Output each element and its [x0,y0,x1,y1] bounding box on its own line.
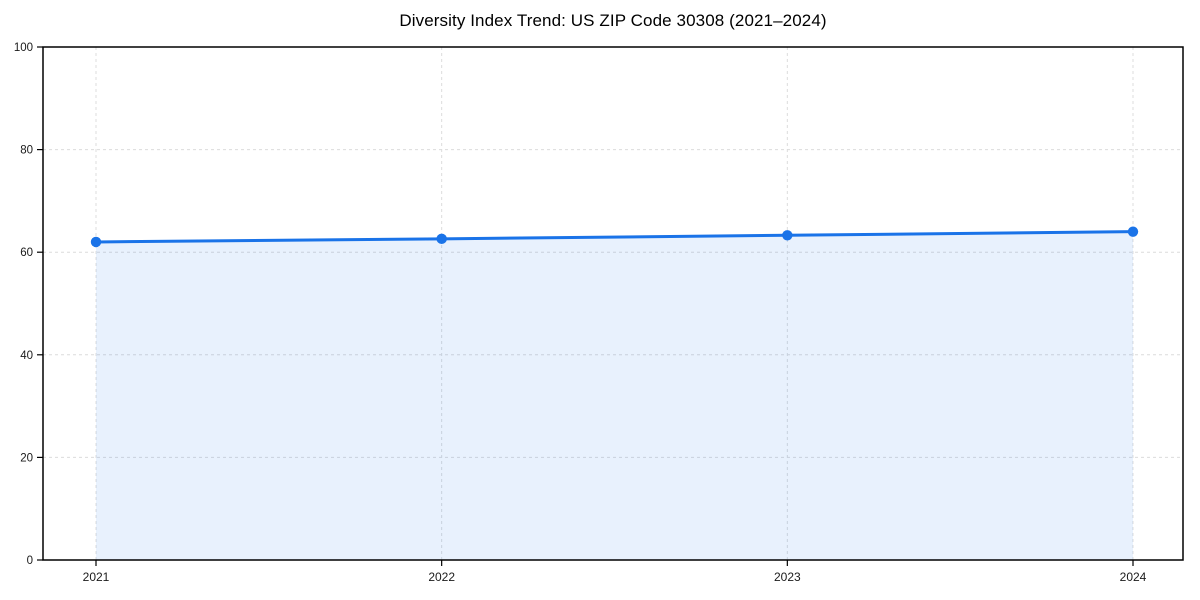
y-tick-label: 100 [14,42,33,54]
y-tick-label: 40 [20,350,33,362]
x-tick-label: 2022 [428,570,455,584]
data-point-marker [1127,226,1139,237]
data-point-marker [782,230,793,241]
x-tick-label: 2024 [1120,570,1147,584]
y-tick-label: 80 [20,145,33,157]
data-point-marker [90,236,102,248]
y-tick-label: 0 [27,555,33,567]
trend-line [94,230,1135,244]
chart-title: Diversity Index Trend: US ZIP Code 30308… [399,11,827,30]
plot-border [42,46,1184,561]
y-tick-label: 20 [20,452,33,464]
x-tick-label: 2021 [83,570,110,584]
y-tick-label: 60 [20,247,33,259]
area-fill [96,231,1133,560]
x-tick-label: 2023 [774,570,801,584]
data-point-marker [436,233,447,245]
